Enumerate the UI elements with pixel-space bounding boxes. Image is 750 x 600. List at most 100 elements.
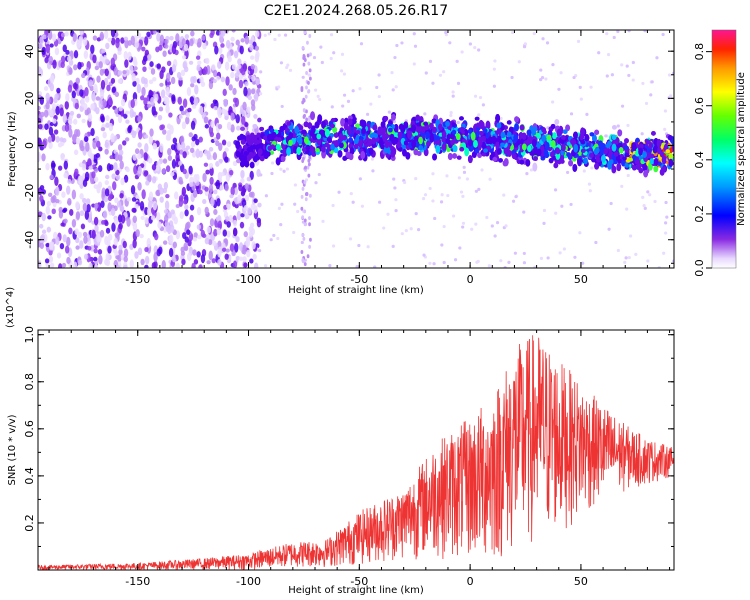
heatmap-cell xyxy=(148,79,154,85)
heatmap-cell xyxy=(49,109,54,117)
heatmap-cell xyxy=(217,124,223,130)
heatmap-cell xyxy=(488,177,492,181)
heatmap-cell xyxy=(550,123,556,130)
heatmap-cell xyxy=(193,174,198,184)
heatmap-cell xyxy=(191,136,196,142)
heatmap-cell xyxy=(104,148,109,155)
heatmap-cell xyxy=(235,150,241,157)
heatmap-cell xyxy=(250,63,256,70)
heatmap-cell xyxy=(286,63,290,67)
heatmap-cell xyxy=(557,87,561,91)
heatmap-cell xyxy=(62,114,68,124)
heatmap-cell xyxy=(301,232,305,237)
heatmap-cell xyxy=(249,44,254,51)
heatmap-cell xyxy=(544,141,550,151)
heatmap-cell xyxy=(307,80,310,85)
heatmap-cell xyxy=(206,150,211,161)
heatmap-cell xyxy=(318,97,322,102)
heatmap-cell xyxy=(72,82,78,90)
heatmap-cell xyxy=(222,88,227,97)
heatmap-cell xyxy=(118,106,123,112)
heatmap-cell xyxy=(493,59,497,63)
heatmap-cell xyxy=(236,64,242,70)
heatmap-cell xyxy=(80,223,86,230)
heatmap-cell xyxy=(562,129,568,134)
heatmap-cell xyxy=(499,116,503,121)
heatmap-cell xyxy=(96,75,101,83)
heatmap-cell xyxy=(584,134,590,142)
heatmap-cell xyxy=(181,55,187,60)
heatmap-cell xyxy=(644,101,649,106)
heatmap-cell xyxy=(93,216,99,226)
heatmap-cell xyxy=(302,236,306,241)
heatmap-cell xyxy=(157,114,163,121)
heatmap-cell xyxy=(190,120,196,130)
heatmap-cell xyxy=(310,111,315,121)
heatmap-cell xyxy=(101,187,106,197)
heatmap-cell xyxy=(653,199,657,204)
heatmap-cell xyxy=(230,124,235,133)
heatmap-cell xyxy=(349,147,355,155)
heatmap-cell xyxy=(301,186,305,191)
heatmap-cell xyxy=(582,169,586,173)
heatmap-cell xyxy=(317,172,321,177)
heatmap-cell xyxy=(332,51,336,55)
heatmap-cell xyxy=(68,227,73,235)
heatmap-cell xyxy=(217,171,223,181)
heatmap-cell xyxy=(303,113,306,118)
heatmap-cell xyxy=(130,35,135,46)
heatmap-cell xyxy=(61,262,67,268)
heatmap-cell xyxy=(224,253,229,260)
heatmap-cell xyxy=(99,91,105,100)
heatmap-cell xyxy=(242,244,247,255)
heatmap-cell xyxy=(173,216,178,225)
heatmap-cell xyxy=(650,80,654,84)
heatmap-cell xyxy=(293,183,298,187)
heatmap-cell xyxy=(342,155,348,161)
heatmap-cell xyxy=(215,75,221,81)
heatmap-cell xyxy=(522,45,527,49)
heatmap-cell xyxy=(208,250,213,261)
heatmap-cell xyxy=(404,229,408,233)
heatmap-cell xyxy=(308,216,311,221)
heatmap-cell xyxy=(492,156,498,162)
heatmap-cell xyxy=(314,181,318,185)
heatmap-cell xyxy=(302,108,306,113)
heatmap-cell xyxy=(597,51,601,55)
heatmap-cell xyxy=(641,195,645,199)
heatmap-cell xyxy=(143,97,148,106)
heatmap-cell xyxy=(52,194,57,203)
heatmap-cell xyxy=(307,61,311,66)
heatmap-cell xyxy=(187,107,192,113)
heatmap-cell xyxy=(44,56,49,64)
heatmap-cell xyxy=(48,241,54,251)
heatmap-cell xyxy=(539,68,543,72)
heatmap-cell xyxy=(120,214,126,224)
heatmap-cell xyxy=(39,195,44,203)
heatmap-cell xyxy=(73,50,79,59)
heatmap-cell xyxy=(368,147,374,155)
heatmap-cell xyxy=(115,174,121,181)
heatmap-cell xyxy=(306,165,310,170)
heatmap-cell xyxy=(164,43,169,49)
heatmap-cell xyxy=(143,151,148,161)
heatmap-cell xyxy=(554,119,560,125)
heatmap-cell xyxy=(141,86,146,97)
heatmap-cell xyxy=(59,107,64,117)
heatmap-cell xyxy=(78,175,83,185)
heatmap-cell xyxy=(90,127,95,137)
heatmap-cell xyxy=(167,211,172,219)
heatmap-cell xyxy=(119,205,125,213)
heatmap-cell xyxy=(348,137,353,143)
heatmap-cell xyxy=(506,120,512,125)
heatmap-cell xyxy=(215,216,220,222)
heatmap-cell xyxy=(127,126,132,134)
heatmap-cell xyxy=(59,243,65,250)
heatmap-cell xyxy=(119,192,124,199)
heatmap-cell xyxy=(432,153,437,161)
heatmap-cell xyxy=(435,144,441,154)
heatmap-cell xyxy=(365,112,370,116)
heatmap-cell xyxy=(104,142,109,149)
heatmap-cell xyxy=(522,261,527,265)
heatmap-cell xyxy=(104,180,109,186)
